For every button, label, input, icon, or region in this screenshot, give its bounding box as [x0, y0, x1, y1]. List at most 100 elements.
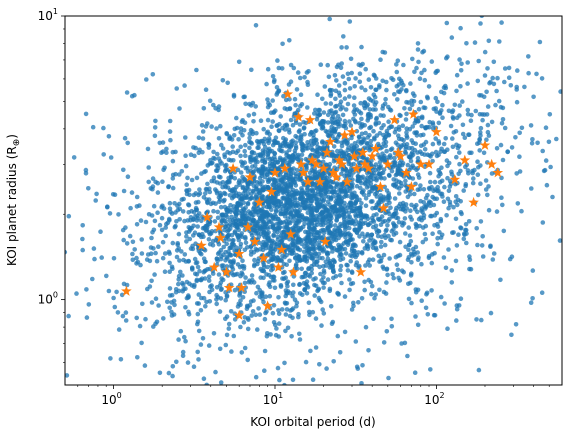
- koi-point: [438, 218, 444, 224]
- koi-point: [112, 304, 118, 310]
- koi-point: [267, 219, 272, 225]
- koi-point: [458, 168, 463, 174]
- koi-point: [319, 126, 325, 131]
- koi-point: [176, 337, 181, 342]
- koi-point: [463, 222, 469, 227]
- koi-point: [178, 269, 183, 275]
- koi-point: [439, 165, 444, 170]
- y-axis-label: KOI planet radius (R⊕): [5, 134, 22, 266]
- koi-point: [454, 154, 459, 160]
- koi-point: [395, 58, 401, 63]
- koi-point: [412, 69, 417, 75]
- koi-point: [485, 122, 491, 128]
- koi-point: [278, 208, 283, 214]
- koi-point: [237, 178, 242, 183]
- koi-point: [194, 272, 200, 277]
- koi-point: [502, 79, 507, 85]
- koi-point: [110, 192, 116, 197]
- koi-point: [345, 268, 351, 273]
- koi-point: [333, 96, 338, 102]
- highlight-star: [366, 150, 378, 161]
- koi-point: [224, 314, 230, 319]
- koi-point: [444, 213, 449, 218]
- koi-point: [261, 299, 266, 305]
- koi-point: [451, 230, 456, 235]
- koi-point: [237, 182, 242, 187]
- koi-point: [257, 312, 263, 317]
- koi-point: [419, 123, 425, 129]
- koi-point: [318, 122, 323, 127]
- koi-point: [478, 133, 483, 138]
- koi-point: [187, 236, 193, 242]
- highlight-star: [423, 158, 435, 169]
- koi-point: [479, 317, 484, 323]
- koi-point: [215, 215, 221, 221]
- koi-point: [385, 272, 390, 278]
- koi-point: [336, 291, 341, 297]
- koi-point: [167, 118, 173, 124]
- koi-point: [139, 237, 144, 242]
- koi-point: [205, 200, 210, 206]
- koi-point: [245, 181, 251, 186]
- koi-point: [180, 209, 186, 214]
- koi-point: [472, 40, 478, 45]
- koi-point: [134, 204, 140, 209]
- koi-point: [299, 266, 305, 272]
- koi-point: [431, 312, 437, 318]
- koi-point: [356, 227, 361, 232]
- koi-point: [343, 235, 348, 240]
- koi-point: [291, 114, 297, 119]
- highlight-star: [339, 129, 350, 140]
- koi-point: [338, 263, 344, 269]
- koi-point: [240, 133, 245, 138]
- highlight-star: [213, 221, 225, 232]
- koi-point: [226, 321, 232, 327]
- koi-point: [366, 277, 372, 283]
- koi-point: [384, 79, 389, 85]
- koi-point: [423, 237, 429, 242]
- koi-point: [449, 35, 455, 40]
- koi-point: [365, 145, 370, 151]
- highlight-star: [298, 167, 309, 178]
- koi-point: [338, 257, 343, 263]
- koi-point: [196, 328, 202, 334]
- koi-point: [236, 227, 241, 233]
- koi-point: [389, 76, 394, 81]
- koi-point: [276, 216, 281, 222]
- koi-point: [140, 301, 145, 307]
- koi-point: [314, 213, 319, 219]
- koi-point: [284, 195, 290, 200]
- koi-point: [409, 271, 414, 277]
- koi-point: [369, 291, 374, 297]
- koi-point: [418, 133, 424, 138]
- koi-point: [447, 199, 453, 205]
- koi-point: [325, 179, 330, 185]
- koi-point: [373, 292, 379, 297]
- koi-point: [218, 380, 224, 385]
- koi-point: [178, 328, 184, 334]
- y-axis-label-text: KOI planet radius (R: [5, 146, 19, 266]
- koi-point: [422, 105, 428, 111]
- koi-point: [358, 125, 364, 130]
- koi-point: [220, 215, 226, 220]
- koi-point: [288, 215, 293, 220]
- koi-point: [367, 189, 372, 195]
- koi-point: [326, 74, 332, 80]
- koi-point: [353, 339, 359, 344]
- koi-point: [370, 199, 375, 204]
- koi-point: [526, 54, 531, 59]
- koi-point: [242, 120, 248, 125]
- koi-point: [515, 68, 520, 73]
- koi-point: [362, 279, 367, 285]
- koi-point: [540, 148, 545, 154]
- koi-point: [154, 319, 160, 325]
- koi-point: [118, 357, 124, 362]
- koi-point: [130, 257, 136, 263]
- koi-point: [302, 75, 307, 80]
- koi-point: [332, 229, 337, 234]
- koi-point: [123, 310, 129, 315]
- koi-point: [458, 68, 464, 73]
- koi-point: [369, 283, 375, 289]
- koi-point: [251, 228, 256, 233]
- koi-point: [163, 233, 168, 239]
